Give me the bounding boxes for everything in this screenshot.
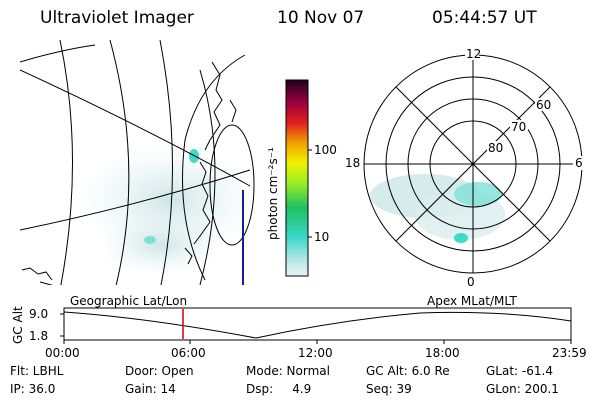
mlat-label-70: 70 (511, 120, 527, 134)
dsp-status: Dsp: 4.9 (246, 382, 312, 396)
time-tick-2359: 23:59 (552, 346, 587, 360)
altitude-plot-frame (63, 307, 572, 341)
coastlines (21, 61, 237, 285)
gain-status: Gain: 14 (125, 382, 176, 396)
polar-diagonal (395, 86, 551, 242)
mlt-label-6: 6 (575, 156, 583, 170)
mlt-label-18: 18 (345, 156, 361, 170)
aurora-haze (100, 215, 220, 275)
mode-status: Mode: Normal (246, 364, 330, 378)
instrument-title: Ultraviolet Imager (40, 8, 194, 28)
colorbar-unit-label: photon cm⁻²s⁻¹ (266, 147, 280, 240)
polar-aurora (370, 174, 505, 243)
geographic-map (20, 40, 255, 285)
time-tick-1200: 12:00 (298, 346, 333, 360)
altitude-plot (60, 307, 572, 344)
gc-alt-status: GC Alt: 6.0 Re (366, 364, 450, 378)
orbit-altitude-curve (63, 311, 572, 339)
mlt-label-0: 0 (467, 275, 475, 289)
colorbar-tick-10: 10 (314, 230, 330, 244)
altitude-tick-1-8: 1.8 (29, 329, 49, 343)
date-label: 10 Nov 07 (277, 8, 365, 28)
glon-status: GLon: 200.1 (486, 382, 559, 396)
altitude-axis-label: GC Alt (11, 306, 25, 344)
altitude-tick-9: 9.0 (29, 307, 49, 321)
polar-plot (343, 48, 583, 287)
colorbar (285, 79, 309, 277)
colorbar-tick-100: 100 (314, 143, 337, 157)
aurora-bright-spot (144, 236, 156, 244)
time-label: 05:44:57 UT (432, 8, 537, 28)
seq-status: Seq: 39 (366, 382, 412, 396)
mlat-label-60: 60 (536, 98, 552, 112)
latitude-lines (20, 40, 251, 285)
oval-outline (209, 124, 255, 246)
time-tick-1800: 18:00 (425, 346, 460, 360)
door-status: Door: Open (125, 364, 194, 378)
time-ticks (63, 340, 572, 344)
mlat-label-80: 80 (488, 141, 504, 155)
time-tick-0000: 00:00 (45, 346, 80, 360)
right-panel-title: Apex MLat/MLT (427, 294, 517, 308)
mlt-label-12: 12 (466, 47, 482, 61)
glat-status: GLat: -61.4 (486, 364, 553, 378)
left-panel-title: Geographic Lat/Lon (70, 294, 188, 308)
ip-status: IP: 36.0 (10, 382, 56, 396)
time-tick-0600: 06:00 (171, 346, 206, 360)
filter-status: Flt: LBHL (10, 364, 64, 378)
globe-limb (182, 54, 246, 281)
